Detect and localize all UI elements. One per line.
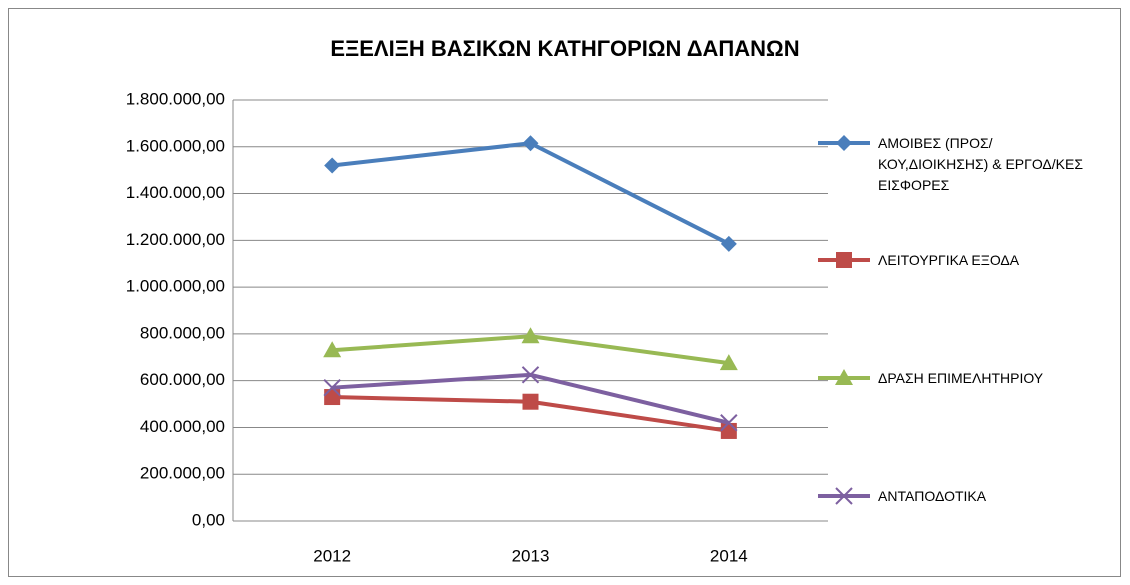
marker <box>720 235 737 252</box>
y-tick-label: 1.000.000,00 <box>126 277 225 296</box>
marker <box>835 487 853 505</box>
x-tick-label: 2013 <box>512 546 550 565</box>
y-tick-label: 1.400.000,00 <box>126 183 225 202</box>
marker <box>521 327 540 344</box>
y-tick-label: 800.000,00 <box>140 323 225 342</box>
legend-label: ΑΝΤΑΠΟΔΟΤΙΚΑ <box>878 488 987 504</box>
marker <box>836 252 852 268</box>
y-tick-label: 1.800.000,00 <box>126 89 225 108</box>
y-tick-label: 0,00 <box>192 510 225 529</box>
marker <box>324 157 341 174</box>
chart-title: ΕΞΕΛΙΞΗ ΒΑΣΙΚΩΝ ΚΑΤΗΓΟΡΙΩΝ ΔΑΠΑΝΩΝ <box>330 36 799 61</box>
marker <box>522 135 539 152</box>
marker <box>835 369 853 385</box>
chart-border <box>8 8 1121 577</box>
legend-label: ΔΡΑΣΗ ΕΠΙΜΕΛΗΤΗΡΙΟΥ <box>878 370 1044 386</box>
x-tick-label: 2012 <box>313 546 351 565</box>
legend-label: ΑΜΟΙΒΕΣ (ΠΡΟΣ/ΚΟΥ,ΔΙΟΙΚΗΣΗΣ) & ΕΡΓΟΔ/ΚΕΣ… <box>878 135 1084 193</box>
x-tick-label: 2014 <box>710 546 748 565</box>
y-tick-label: 200.000,00 <box>140 464 225 483</box>
marker <box>324 389 341 406</box>
marker <box>522 393 539 410</box>
marker <box>521 366 540 384</box>
marker <box>720 414 738 432</box>
marker <box>323 341 342 358</box>
y-tick-label: 400.000,00 <box>140 417 225 436</box>
marker <box>836 135 852 151</box>
y-tick-label: 600.000,00 <box>140 370 225 389</box>
marker <box>323 378 341 397</box>
y-tick-label: 1.600.000,00 <box>126 136 225 155</box>
legend-label: ΛΕΙΤΟΥΡΓΙΚΑ ΕΞΟΔΑ <box>878 252 1020 268</box>
marker <box>719 354 738 371</box>
y-tick-label: 1.200.000,00 <box>126 230 225 249</box>
marker <box>720 422 737 439</box>
